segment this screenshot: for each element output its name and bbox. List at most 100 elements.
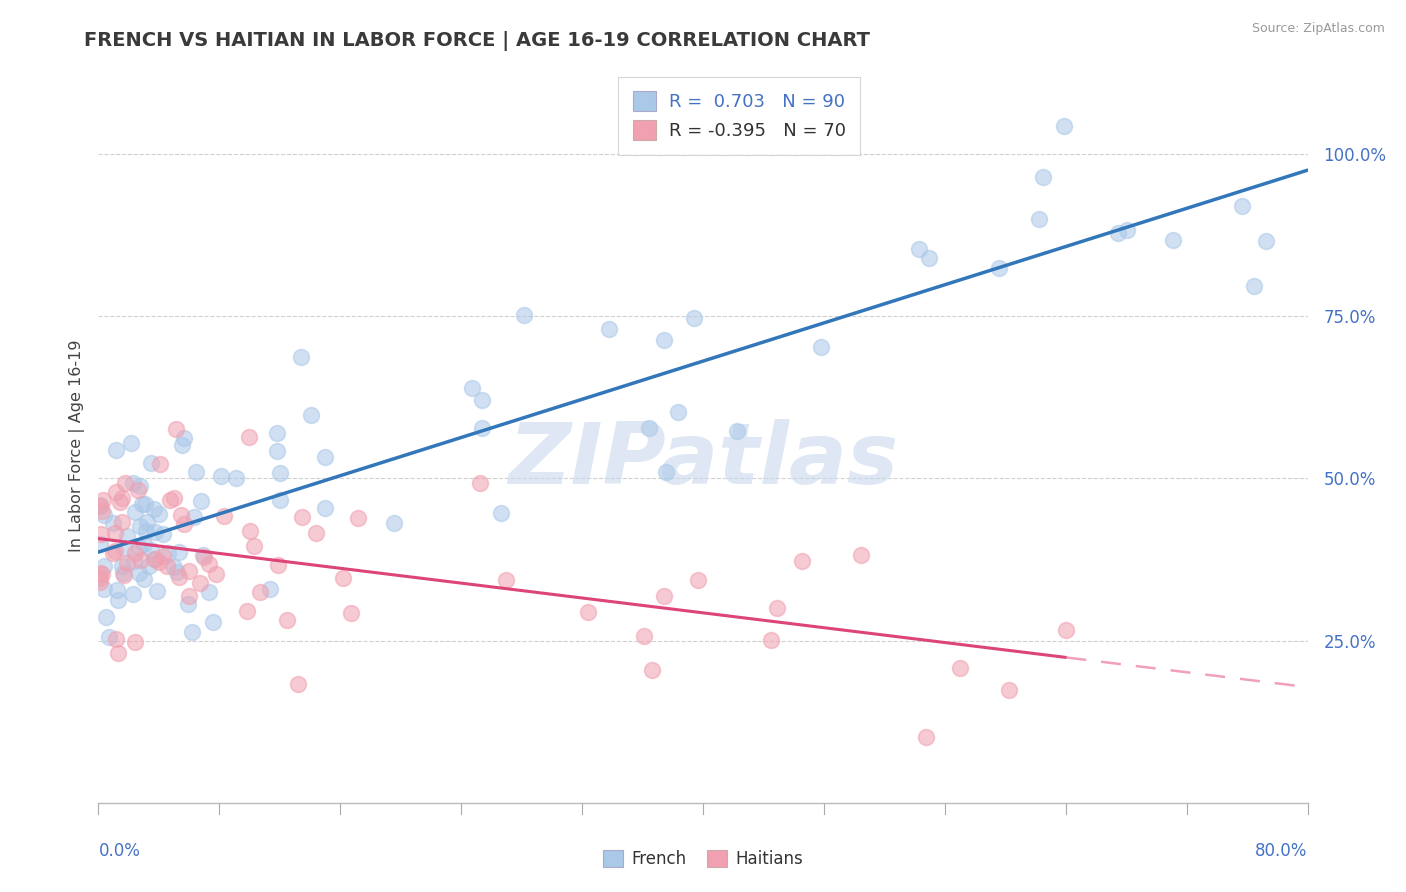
Point (89, 566, 111, 580)
Y-axis label: In Labor Force | Age 16-19: In Labor Force | Age 16-19 (69, 340, 84, 552)
Point (180, 625, 202, 640)
Point (132, 537, 155, 551)
Legend: R =  0.703   N = 90, R = -0.395   N = 70: R = 0.703 N = 90, R = -0.395 N = 70 (619, 77, 860, 154)
Point (193, 549, 215, 564)
Point (347, 511, 370, 525)
Point (269, 466, 291, 480)
Point (163, 491, 186, 505)
Point (98, 630, 121, 644)
Point (131, 552, 153, 566)
Point (122, 587, 145, 601)
Point (908, 242, 931, 256)
Point (89, 574, 111, 589)
Point (242, 539, 264, 553)
Point (287, 677, 309, 691)
Point (299, 408, 322, 422)
Point (121, 476, 143, 491)
Text: FRENCH VS HAITIAN IN LABOR FORCE | AGE 16-19 CORRELATION CHART: FRENCH VS HAITIAN IN LABOR FORCE | AGE 1… (84, 31, 870, 51)
Point (637, 420, 659, 434)
Point (269, 493, 291, 508)
Point (849, 548, 872, 562)
Point (136, 516, 159, 530)
Text: 80.0%: 80.0% (1256, 842, 1308, 860)
Point (111, 515, 134, 529)
Point (89, 498, 111, 512)
Point (177, 564, 200, 578)
Point (340, 606, 363, 620)
Point (107, 593, 129, 607)
Point (143, 551, 166, 566)
Point (201, 615, 224, 629)
Point (143, 552, 166, 566)
Point (128, 479, 150, 493)
Point (108, 495, 131, 509)
Point (156, 558, 179, 573)
Legend: French, Haitians: French, Haitians (596, 843, 810, 875)
Point (139, 543, 162, 558)
Point (148, 508, 170, 522)
Point (131, 497, 153, 511)
Point (576, 605, 599, 619)
Point (305, 526, 328, 541)
Point (146, 583, 169, 598)
Point (290, 350, 312, 364)
Point (170, 438, 193, 452)
Text: ZIPatlas: ZIPatlas (508, 418, 898, 502)
Point (314, 501, 336, 516)
Point (688, 573, 710, 587)
Point (122, 554, 145, 568)
Point (276, 613, 298, 627)
Point (1028, 212, 1050, 227)
Point (225, 470, 247, 484)
Point (810, 340, 832, 354)
Point (652, 334, 675, 348)
Point (115, 529, 138, 543)
Point (135, 524, 157, 539)
Point (129, 518, 152, 533)
Point (91, 504, 114, 518)
Point (127, 483, 149, 498)
Point (184, 465, 207, 479)
Point (641, 664, 664, 678)
Point (103, 516, 125, 530)
Point (166, 565, 188, 579)
Point (94, 609, 117, 624)
Point (114, 475, 136, 490)
Point (156, 546, 179, 560)
Point (107, 647, 129, 661)
Point (1054, 623, 1077, 637)
Point (1161, 233, 1184, 247)
Point (149, 457, 172, 471)
Point (1254, 234, 1277, 248)
Point (666, 405, 689, 419)
Point (167, 570, 190, 584)
Point (792, 554, 814, 568)
Point (170, 508, 193, 523)
Point (93, 558, 115, 573)
Point (988, 260, 1011, 275)
Text: 0.0%: 0.0% (98, 842, 141, 860)
Point (134, 497, 156, 511)
Point (105, 632, 128, 646)
Point (238, 429, 260, 443)
Point (90, 526, 112, 541)
Text: Source: ZipAtlas.com: Source: ZipAtlas.com (1251, 22, 1385, 36)
Point (267, 558, 290, 572)
Point (291, 510, 314, 524)
Point (132, 572, 155, 586)
Point (89, 499, 111, 513)
Point (1053, 120, 1076, 134)
Point (152, 549, 174, 563)
Point (104, 485, 127, 500)
Point (163, 560, 186, 574)
Point (124, 546, 146, 560)
Point (89, 536, 111, 550)
Point (188, 576, 211, 591)
Point (190, 494, 212, 508)
Point (471, 421, 494, 435)
Point (266, 444, 288, 458)
Point (143, 502, 166, 516)
Point (183, 509, 205, 524)
Point (193, 548, 215, 562)
Point (212, 509, 235, 524)
